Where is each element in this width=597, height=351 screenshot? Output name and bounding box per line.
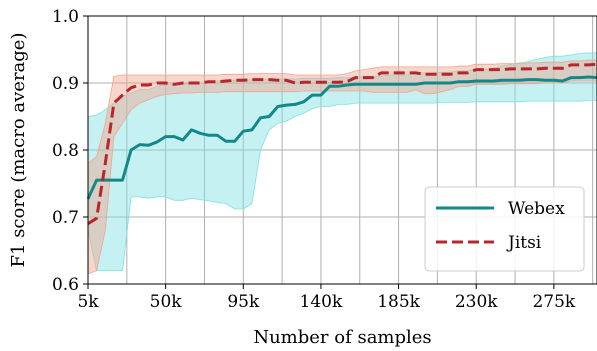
y-tick-label: 0.9 [52,74,79,94]
series-line-webex [86,75,597,200]
x-axis-label: Number of samples [253,327,431,348]
legend: Webex Jitsi [424,186,585,272]
legend-label-jitsi: Jitsi [506,233,542,253]
series-lines [86,62,597,225]
x-tick-label: 50k [150,292,183,312]
y-tick-label: 1.0 [52,7,79,27]
x-tick-label: 185k [377,292,420,312]
x-tick-label: 275k [532,292,575,312]
x-tick-label: 95k [227,292,260,312]
series-line-jitsi [87,62,597,225]
x-tick-label: 230k [455,292,498,312]
x-tick-label: 5k [77,292,99,312]
axis-ticks: 5k 50k 95k 140k 185k 230k 275k 0.6 0.7 0.8 0.9 1.0 [52,7,576,312]
y-tick-label: 0.6 [52,275,79,295]
y-axis-label: F1 score (macro average) [8,33,29,268]
x-tick-label: 140k [300,292,343,312]
y-tick-label: 0.7 [52,208,79,228]
y-tick-label: 0.8 [52,141,79,161]
legend-label-webex: Webex [508,199,565,219]
